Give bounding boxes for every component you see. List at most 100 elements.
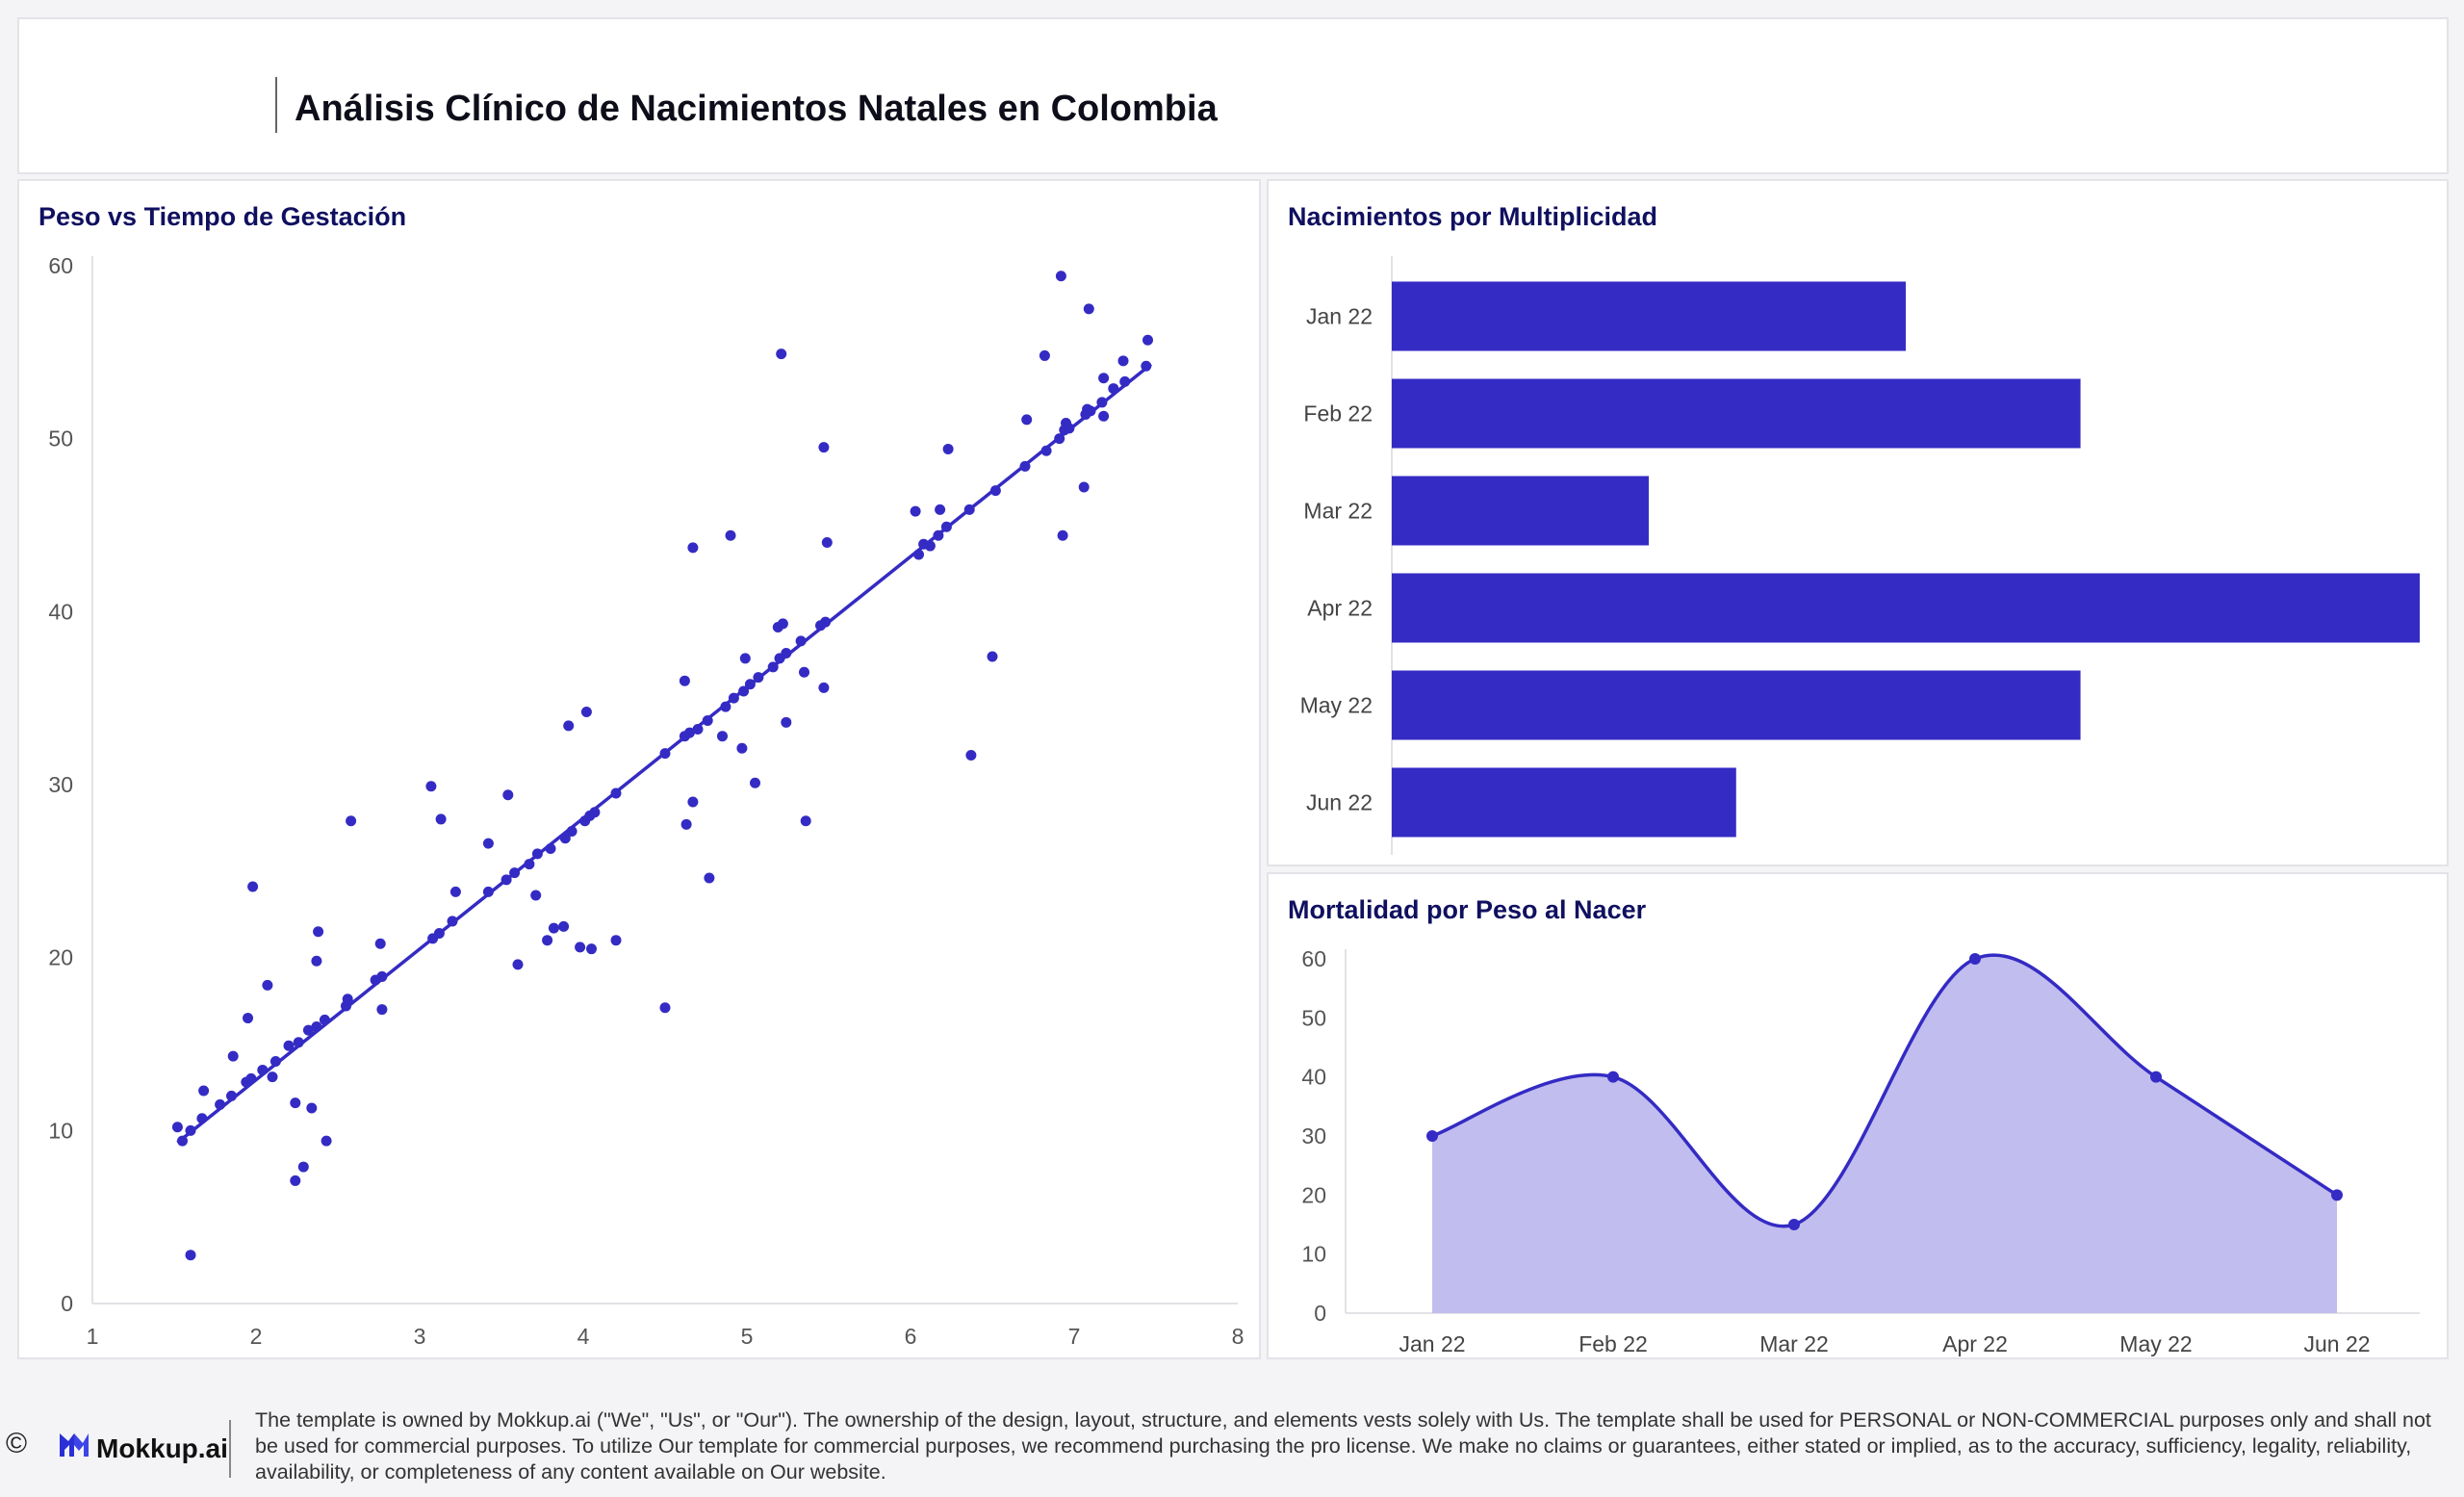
scatter-point bbox=[1064, 423, 1075, 434]
category-label: Apr 22 bbox=[1307, 596, 1373, 621]
scatter-point bbox=[1117, 355, 1129, 367]
scatter-point bbox=[435, 813, 447, 825]
scatter-point bbox=[425, 781, 437, 792]
scatter-point bbox=[293, 1037, 304, 1048]
scatter-point bbox=[704, 872, 715, 884]
area-title: Mortalidad por Peso al Nacer bbox=[1288, 895, 1647, 924]
scatter-point bbox=[313, 926, 324, 938]
scatter-point bbox=[702, 715, 713, 727]
bar bbox=[1392, 476, 1649, 546]
scatter-point bbox=[185, 1250, 196, 1261]
scatter-point bbox=[679, 675, 690, 686]
scatter-point bbox=[290, 1097, 301, 1109]
scatter-point bbox=[1057, 529, 1068, 541]
y-tick-label: 50 bbox=[48, 426, 73, 452]
x-tick-label: 6 bbox=[905, 1324, 917, 1349]
scatter-point bbox=[821, 536, 833, 548]
scatter-point bbox=[524, 859, 535, 870]
x-tick-label: Mar 22 bbox=[1759, 1331, 1829, 1356]
scatter-point bbox=[376, 970, 388, 982]
y-tick-label: 50 bbox=[1301, 1005, 1326, 1030]
scatter-point bbox=[935, 503, 946, 515]
scatter-point bbox=[1142, 334, 1153, 346]
scatter-point bbox=[257, 1064, 269, 1075]
scatter-point bbox=[512, 959, 524, 970]
footer: © Mokkup.ai The template is owned by Mok… bbox=[0, 1372, 2464, 1497]
scatter-point bbox=[1096, 397, 1108, 408]
scatter-point bbox=[1039, 349, 1050, 361]
scatter-point bbox=[1098, 410, 1110, 422]
x-tick-label: Apr 22 bbox=[1942, 1331, 2008, 1356]
scatter-point bbox=[306, 1102, 318, 1114]
data-point bbox=[1969, 953, 1981, 965]
scatter-point bbox=[933, 529, 944, 541]
scatter-point bbox=[196, 1113, 208, 1124]
scatter-point bbox=[589, 807, 601, 818]
bar-panel: Nacimientos por Multiplicidad Jan 22 Feb … bbox=[1267, 179, 2449, 866]
scatter-point bbox=[548, 922, 559, 934]
scatter-point bbox=[987, 651, 998, 662]
scatter-point bbox=[290, 1174, 301, 1186]
footer-divider bbox=[229, 1420, 231, 1478]
scatter-point bbox=[777, 618, 788, 630]
y-tick-label: 10 bbox=[1301, 1242, 1326, 1267]
scatter-point bbox=[720, 701, 732, 712]
scatter-point bbox=[376, 1004, 388, 1016]
scatter-point bbox=[447, 916, 458, 927]
scatter-point bbox=[500, 874, 512, 886]
scatter-point bbox=[245, 1072, 257, 1084]
scatter-point bbox=[185, 1124, 196, 1136]
scatter-point bbox=[226, 1090, 237, 1101]
y-tick-label: 30 bbox=[48, 772, 73, 797]
scatter-point bbox=[1021, 414, 1033, 426]
scatter-point bbox=[449, 886, 461, 897]
scatter-point bbox=[1055, 271, 1066, 282]
scatter-point bbox=[482, 838, 494, 849]
x-tick-label: 7 bbox=[1068, 1324, 1081, 1349]
scatter-point bbox=[530, 890, 542, 901]
scatter-point bbox=[559, 833, 571, 844]
data-point bbox=[2150, 1071, 2162, 1083]
area-chart: 0 10 20 30 40 50 60 Jan 22 Feb 22 Mar 22 Apr 22 May… bbox=[1301, 946, 2420, 1356]
x-tick-label: Jun 22 bbox=[2303, 1331, 2370, 1356]
bar bbox=[1392, 767, 1736, 838]
mokkup-logo-icon bbox=[60, 1433, 89, 1457]
scatter-point bbox=[610, 935, 622, 946]
copyright-icon: © bbox=[6, 1428, 28, 1459]
bar-chart: Jan 22 Feb 22 Mar 22 Apr 22 May 22 Jun 22 bbox=[1300, 256, 2420, 855]
bar-title: Nacimientos por Multiplicidad bbox=[1288, 202, 1658, 231]
y-tick-label: 60 bbox=[48, 253, 73, 278]
scatter-point bbox=[482, 886, 494, 897]
data-point bbox=[2331, 1189, 2343, 1201]
data-point bbox=[1426, 1130, 1438, 1142]
scatter-point bbox=[820, 616, 832, 628]
scatter-point bbox=[776, 348, 787, 360]
scatter-point bbox=[684, 727, 695, 738]
scatter-point bbox=[311, 1021, 322, 1033]
category-label: Jan 22 bbox=[1306, 304, 1373, 329]
bar bbox=[1392, 573, 2420, 643]
scatter-point bbox=[531, 848, 543, 860]
scatter-point bbox=[267, 1071, 278, 1083]
scatter-point bbox=[283, 1040, 295, 1051]
scatter-point bbox=[198, 1085, 210, 1097]
scatter-point bbox=[767, 661, 779, 673]
title-divider bbox=[275, 77, 277, 133]
scatter-point bbox=[795, 635, 807, 647]
scatter-point bbox=[247, 881, 259, 892]
scatter-point bbox=[680, 818, 692, 830]
x-tick-label: Jan 22 bbox=[1399, 1331, 1465, 1356]
scatter-point bbox=[563, 720, 575, 732]
x-tick-label: 4 bbox=[578, 1324, 590, 1349]
y-tick-label: 30 bbox=[1301, 1123, 1326, 1149]
scatter-point bbox=[374, 938, 386, 949]
scatter-point bbox=[575, 942, 586, 953]
scatter-point bbox=[1078, 481, 1090, 493]
y-tick-label: 40 bbox=[1301, 1065, 1326, 1090]
header-panel: Análisis Clínico de Nacimientos Natales … bbox=[17, 17, 2449, 174]
scatter-point bbox=[753, 672, 764, 684]
scatter-point bbox=[433, 928, 445, 940]
scatter-point bbox=[262, 979, 273, 991]
scatter-point bbox=[1085, 405, 1096, 417]
x-tick-label: 8 bbox=[1232, 1324, 1245, 1349]
